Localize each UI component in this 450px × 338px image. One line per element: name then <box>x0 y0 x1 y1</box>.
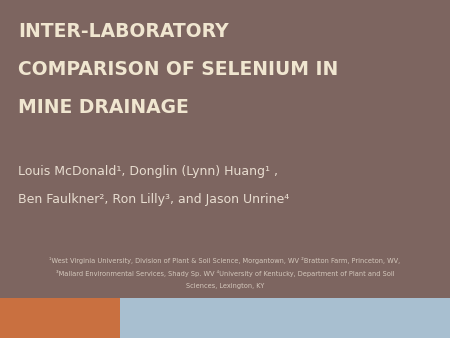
Text: Sciences, Lexington, KY: Sciences, Lexington, KY <box>186 283 264 289</box>
Text: Louis McDonald¹, Donglin (Lynn) Huang¹ ,: Louis McDonald¹, Donglin (Lynn) Huang¹ , <box>18 165 278 178</box>
Text: Ben Faulkner², Ron Lilly³, and Jason Unrine⁴: Ben Faulkner², Ron Lilly³, and Jason Unr… <box>18 193 289 206</box>
Text: ¹West Virginia University, Division of Plant & Soil Science, Morgantown, WV ²Bra: ¹West Virginia University, Division of P… <box>50 257 400 264</box>
Text: MINE DRAINAGE: MINE DRAINAGE <box>18 98 189 117</box>
Bar <box>0 298 120 338</box>
Text: INTER-LABORATORY: INTER-LABORATORY <box>18 22 229 41</box>
Text: ³Mallard Environmental Services, Shady Sp. WV ⁴University of Kentucky, Departmen: ³Mallard Environmental Services, Shady S… <box>56 270 394 277</box>
Bar <box>120 298 450 338</box>
Text: COMPARISON OF SELENIUM IN: COMPARISON OF SELENIUM IN <box>18 60 338 79</box>
